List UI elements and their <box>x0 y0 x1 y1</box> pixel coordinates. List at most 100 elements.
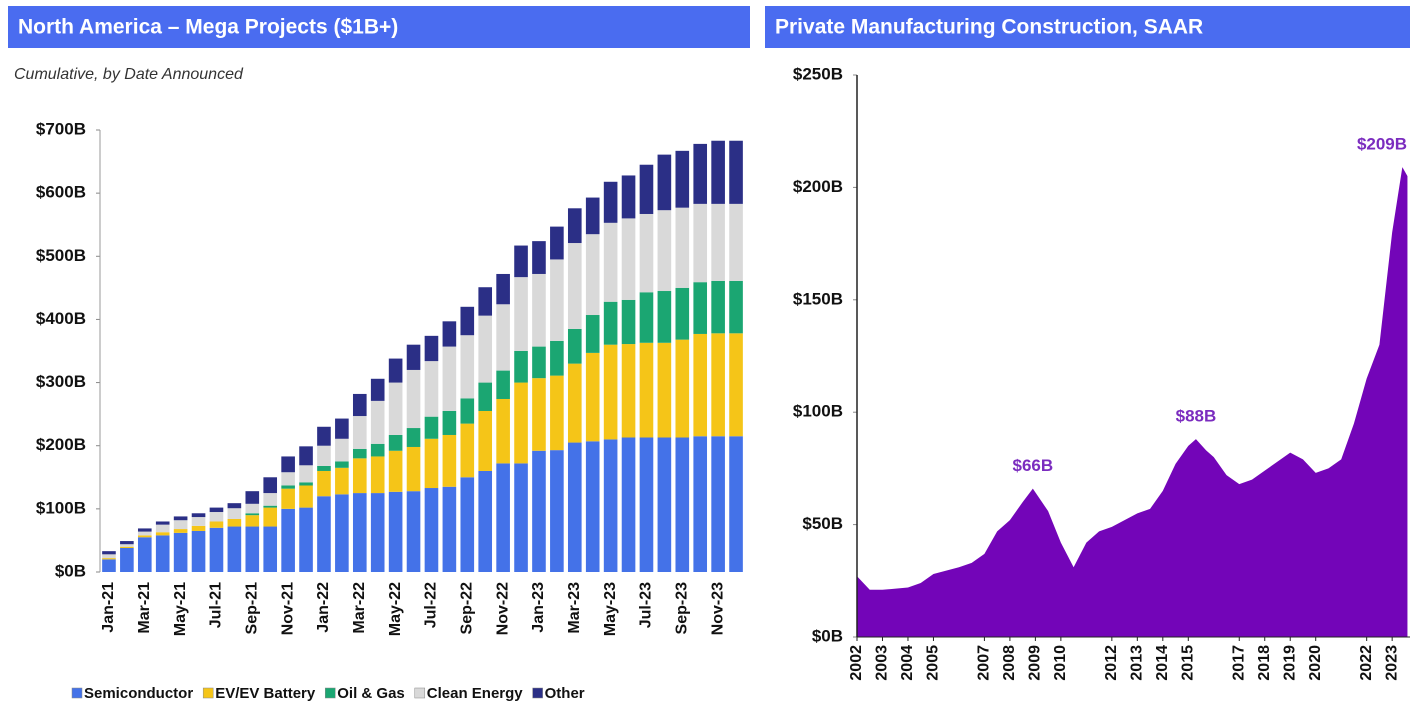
y-tick-label: $100B <box>793 402 843 421</box>
bar-segment <box>424 361 439 417</box>
bar-segment <box>245 491 260 504</box>
bar-segment <box>639 164 654 214</box>
bar-segment <box>496 370 510 399</box>
y-tick-label: $150B <box>793 289 843 308</box>
bar-segment <box>299 485 313 508</box>
annotation: $66B <box>1013 456 1054 475</box>
bar-segment <box>639 437 654 572</box>
bar-segment <box>317 470 331 497</box>
bar-segment <box>281 456 295 473</box>
bar-segment <box>317 465 331 471</box>
bar-segment <box>532 273 546 347</box>
bar-segment <box>352 416 367 449</box>
bar-segment <box>442 410 457 435</box>
bar-segment <box>335 461 349 468</box>
bar-segment <box>639 292 654 343</box>
bar-segment <box>532 346 546 379</box>
bar-segment <box>299 465 313 483</box>
bar-segment <box>478 315 493 383</box>
bar-segment <box>675 339 690 438</box>
bar-segment <box>120 544 134 547</box>
bar-segment <box>155 524 170 533</box>
bar-segment <box>263 477 278 494</box>
y-tick-label: $0B <box>812 626 843 645</box>
bar-segment <box>173 516 188 521</box>
bar-segment <box>567 442 582 572</box>
x-tick-label: Jul-21 <box>208 582 225 628</box>
bar-segment <box>550 259 564 341</box>
bar-segment <box>227 503 242 509</box>
bar-segment <box>227 526 242 572</box>
right-title: Private Manufacturing Construction, SAAR <box>775 16 1203 39</box>
bar-segment <box>585 352 600 442</box>
bar-segment <box>388 491 403 572</box>
bar-segment <box>209 527 224 572</box>
legend-swatch <box>324 687 336 699</box>
x-tick-label: Jan-21 <box>100 582 117 633</box>
x-tick-label: 2015 <box>1180 645 1197 681</box>
bar-segment <box>711 436 725 572</box>
bar-segment <box>693 436 708 572</box>
legend-label: Other <box>545 685 585 702</box>
bar-segment <box>370 400 385 444</box>
bar-segment <box>245 513 260 516</box>
bar-segment <box>120 546 134 549</box>
bar-segment <box>442 434 457 487</box>
bar-segment <box>281 508 295 572</box>
y-tick-label: $0B <box>55 561 86 580</box>
bar-segment <box>621 218 636 300</box>
x-tick-label: 2009 <box>1027 645 1044 681</box>
x-tick-label: May-21 <box>172 582 189 636</box>
bar-segment <box>514 351 528 383</box>
bar-segment <box>603 222 618 302</box>
bar-segment <box>137 537 152 572</box>
bar-segment <box>711 203 725 281</box>
bar-segment <box>317 426 331 446</box>
x-tick-label: Mar-21 <box>136 582 153 634</box>
x-tick-label: Mar-23 <box>566 582 583 634</box>
bar-segment <box>155 521 170 525</box>
x-tick-label: 2017 <box>1230 645 1247 681</box>
bar-segment <box>442 346 457 411</box>
bar-segment <box>729 203 743 281</box>
y-tick-label: $500B <box>36 246 86 265</box>
bar-segment <box>693 143 708 204</box>
bar-segment <box>532 450 546 572</box>
bar-segment <box>317 445 331 466</box>
bar-segment <box>173 520 188 530</box>
x-tick-label: 2007 <box>976 645 993 681</box>
bar-segment <box>496 398 510 464</box>
x-tick-label: Sep-22 <box>459 582 476 635</box>
bar-segment <box>352 493 367 572</box>
bar-segment <box>299 446 313 466</box>
x-tick-label: Jul-22 <box>423 582 440 628</box>
bar-segment <box>137 528 152 532</box>
bar-segment <box>424 335 439 362</box>
bar-segment <box>406 446 421 492</box>
bar-segment <box>424 438 439 489</box>
bar-segment <box>263 493 278 506</box>
bar-segment <box>299 482 313 486</box>
bar-segment <box>102 551 116 555</box>
bar-segment <box>245 526 260 572</box>
bar-segment <box>514 277 528 351</box>
x-tick-label: 2010 <box>1052 645 1069 681</box>
bar-segment <box>478 410 493 471</box>
bar-segment <box>460 477 475 572</box>
bar-segment <box>352 393 367 417</box>
bar-segment <box>514 382 528 464</box>
bar-segment <box>478 382 493 411</box>
bar-segment <box>550 450 564 572</box>
x-tick-label: Jan-22 <box>315 582 332 633</box>
bar-segment <box>388 434 403 451</box>
x-tick-label: 2004 <box>899 645 916 681</box>
x-tick-label: Jul-23 <box>638 582 655 628</box>
left-title: North America – Mega Projects ($1B+) <box>18 16 398 39</box>
bar-segment <box>585 197 600 235</box>
bar-segment <box>281 485 295 489</box>
y-tick-label: $50B <box>802 514 843 533</box>
bar-segment <box>352 448 367 459</box>
bar-segment <box>137 531 152 536</box>
bar-segment <box>335 467 349 495</box>
bar-segment <box>388 382 403 435</box>
